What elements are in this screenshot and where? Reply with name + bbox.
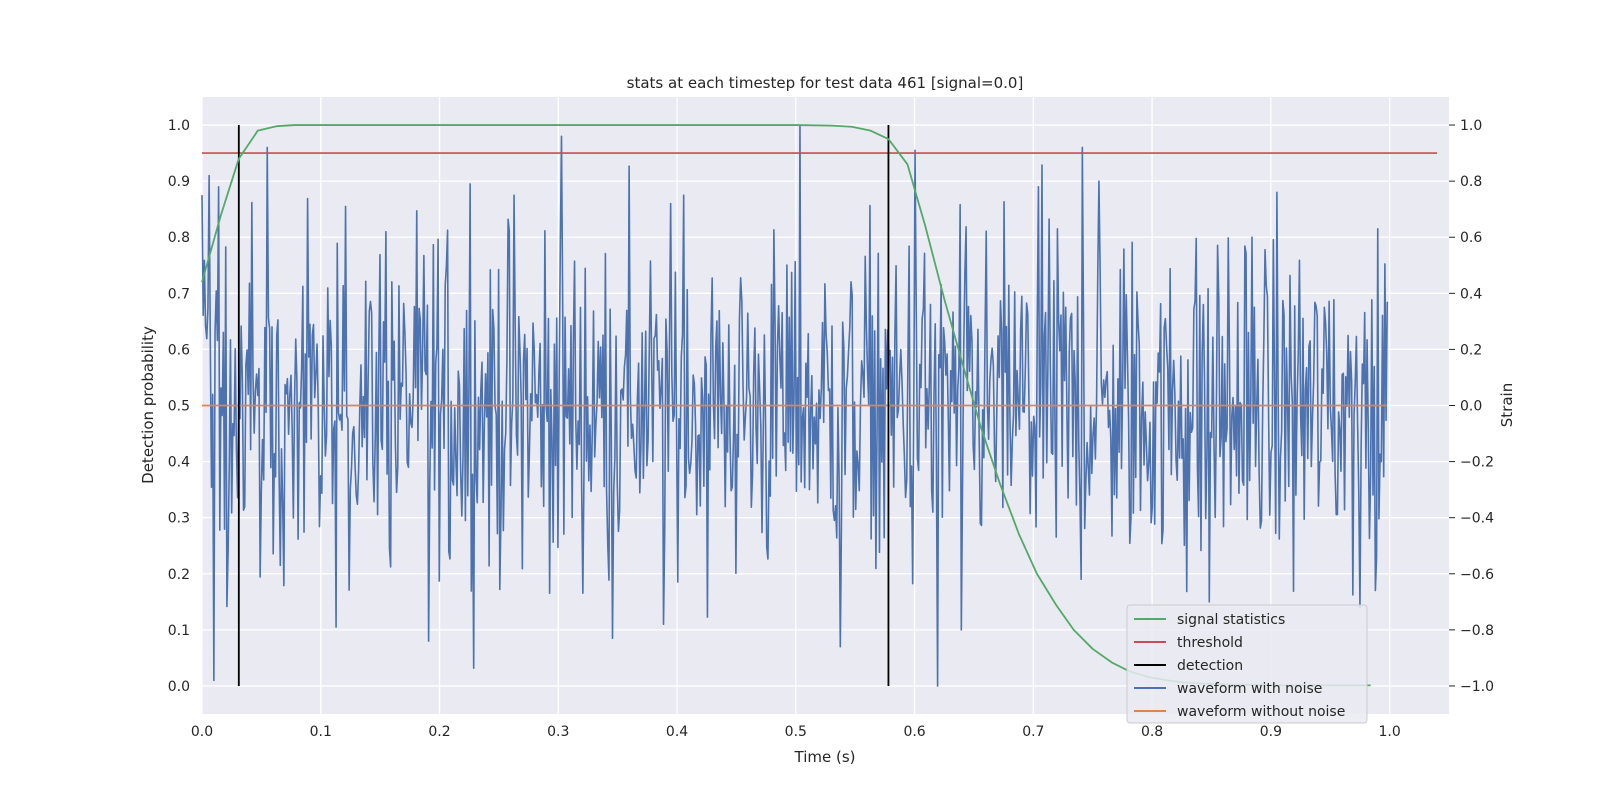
chart-title: stats at each timestep for test data 461… [627,74,1024,92]
left-y-axis-title: Detection probability [139,326,157,484]
right-y-axis-title: Strain [1498,383,1516,427]
left-y-tick-label: 0.5 [168,399,190,415]
left-y-tick-label: 0.8 [168,230,190,246]
legend: signal statistics threshold detection wa… [1126,604,1368,724]
right-y-tick-label: −1.0 [1460,679,1494,695]
left-y-tick-label: 0.1 [168,623,190,639]
right-y-tick-label: 0.8 [1460,174,1482,190]
x-tick-label: 0.7 [1022,724,1044,740]
x-tick-label: 0.8 [1141,724,1163,740]
right-y-tick-label: −0.2 [1460,455,1494,471]
right-y-tick-label: −0.4 [1460,511,1494,527]
left-y-tick-label: 0.0 [168,679,190,695]
x-tick-label: 0.3 [547,724,569,740]
legend-label-noisy: waveform with noise [1177,681,1322,697]
x-tick-label: 0.2 [428,724,450,740]
series-waveform-with-noise [201,124,1389,687]
right-y-ticks: −1.0 −0.8 −0.6 −0.4 −0.2 0.0 0.2 0.4 0.6 0.8 1.0 [1449,118,1494,695]
legend-label-signal: signal statistics [1177,612,1285,628]
x-axis-title: Time (s) [794,748,856,766]
legend-label-threshold: threshold [1177,635,1243,651]
x-tick-label: 0.4 [666,724,688,740]
x-tick-label: 0.5 [785,724,807,740]
left-y-tick-label: 0.7 [168,286,190,302]
x-tick-label: 0.9 [1260,724,1282,740]
left-y-tick-label: 0.6 [168,342,190,358]
right-y-tick-label: 0.2 [1460,342,1482,358]
legend-label-detection: detection [1177,658,1243,674]
legend-label-clean: waveform without noise [1177,704,1345,720]
left-y-tick-label: 1.0 [168,118,190,134]
x-tick-label: 0.1 [310,724,332,740]
right-y-tick-label: 0.4 [1460,286,1482,302]
left-y-tick-label: 0.2 [168,567,190,583]
right-y-tick-label: 0.6 [1460,230,1482,246]
left-y-tick-label: 0.3 [168,511,190,527]
right-y-tick-label: 0.0 [1460,399,1482,415]
right-y-tick-label: 1.0 [1460,118,1482,134]
x-tick-label: 1.0 [1378,724,1400,740]
left-y-tick-label: 0.4 [168,455,190,471]
left-y-tick-label: 0.9 [168,174,190,190]
x-tick-label: 0.0 [191,724,213,740]
x-ticks: 0.0 0.1 0.2 0.3 0.4 0.5 0.6 0.7 0.8 0.9 1.0 [191,724,1401,740]
legend-box [1126,604,1368,724]
right-y-tick-label: −0.8 [1460,623,1494,639]
x-tick-label: 0.6 [903,724,925,740]
right-y-tick-label: −0.6 [1460,567,1494,583]
left-y-ticks: 0.0 0.1 0.2 0.3 0.4 0.5 0.6 0.7 0.8 0.9 1.0 [168,118,190,695]
